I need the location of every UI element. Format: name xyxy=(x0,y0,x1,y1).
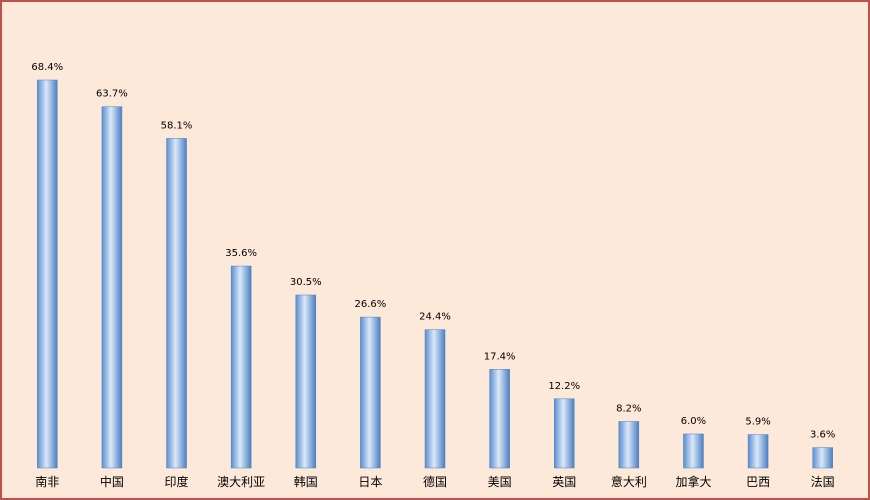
data-label: 58.1% xyxy=(161,120,193,131)
bar xyxy=(553,398,575,469)
data-label: 6.0% xyxy=(681,416,706,427)
bar xyxy=(166,138,187,469)
data-label: 12.2% xyxy=(548,381,580,392)
data-label: 35.6% xyxy=(225,248,257,259)
x-tick-label: 南非 xyxy=(35,474,59,489)
x-tick-label: 印度 xyxy=(165,474,189,489)
data-label: 24.4% xyxy=(419,312,451,323)
data-label: 17.4% xyxy=(484,351,516,362)
data-label: 3.6% xyxy=(810,430,835,441)
bar xyxy=(295,294,317,469)
data-label: 5.9% xyxy=(745,417,770,428)
bar xyxy=(489,369,510,469)
bar xyxy=(747,434,769,469)
x-tick-label: 美国 xyxy=(488,475,512,489)
bar xyxy=(37,79,58,469)
x-tick-label: 英国 xyxy=(552,475,576,489)
bar xyxy=(101,106,123,469)
bar xyxy=(683,433,704,469)
x-tick-label: 日本 xyxy=(358,475,382,489)
x-tick-label: 意大利 xyxy=(611,474,647,489)
x-tick-label: 澳大利亚 xyxy=(217,475,265,489)
x-tick-label: 德国 xyxy=(423,474,447,489)
x-tick-label: 巴西 xyxy=(746,475,770,489)
x-tick-label: 韩国 xyxy=(294,474,318,489)
data-label: 8.2% xyxy=(616,403,641,414)
bar xyxy=(618,421,640,469)
bar xyxy=(812,447,833,469)
x-tick-label: 中国 xyxy=(100,474,124,489)
data-label: 26.6% xyxy=(354,299,386,310)
data-label: 30.5% xyxy=(290,277,322,288)
bar xyxy=(424,329,446,469)
data-label: 68.4% xyxy=(31,62,63,73)
x-tick-label: 法国 xyxy=(811,475,835,489)
bar xyxy=(360,316,381,469)
data-label: 63.7% xyxy=(96,89,128,100)
bar xyxy=(230,265,252,469)
x-tick-label: 加拿大 xyxy=(675,474,711,489)
